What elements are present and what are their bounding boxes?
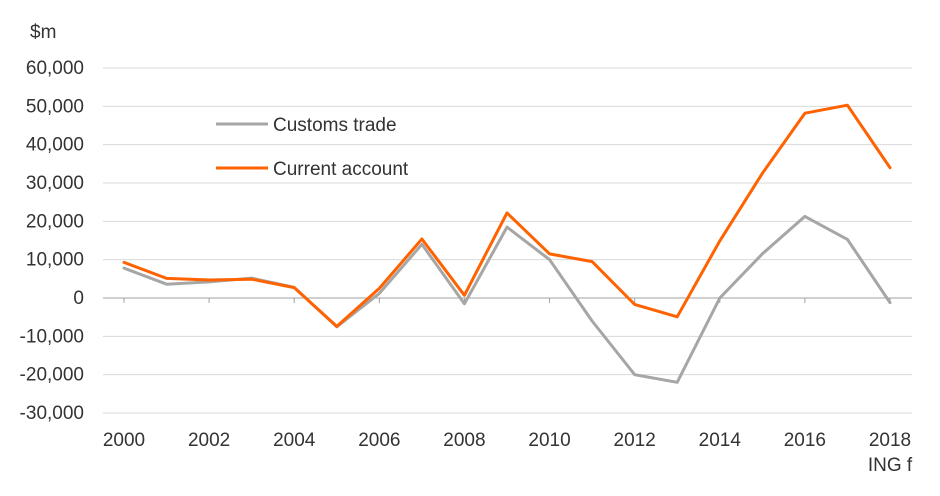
series-line-customs-trade: [122, 214, 892, 384]
x-tick-label: 2006: [358, 430, 400, 451]
y-tick-label: 60,000: [26, 58, 84, 79]
y-tick-label: -20,000: [20, 365, 84, 386]
x-tick-label: 2018: [869, 430, 911, 451]
x-tick-label: 2008: [443, 430, 485, 451]
x-tick-label: 2004: [273, 430, 316, 451]
x-tick-label: 2016: [784, 430, 826, 451]
legend: Customs trade Current account: [216, 115, 409, 180]
y-axis-label: $m: [30, 22, 56, 43]
x-tick-label: 2014: [699, 430, 742, 451]
gridlines: [103, 67, 912, 414]
legend-label: Current account: [273, 159, 409, 180]
x-tick-label: 2002: [188, 430, 230, 451]
y-tick-label: -10,000: [20, 326, 84, 347]
y-tick-label: -30,000: [20, 403, 84, 424]
y-tick-label: 40,000: [26, 135, 84, 156]
legend-label: Customs trade: [273, 115, 397, 136]
series-lines: [122, 103, 892, 384]
x-tick-label: 2000: [103, 430, 145, 451]
y-tick-label: 20,000: [26, 211, 84, 232]
series-line-current-account: [122, 103, 892, 328]
y-tick-label: 10,000: [26, 250, 84, 271]
y-tick-label: 0: [73, 288, 84, 309]
y-tick-label: 50,000: [26, 96, 84, 117]
x-tick-label: 2010: [528, 430, 570, 451]
x-tick-sublabel: ING f: [868, 455, 913, 476]
y-tick-labels: 60,000 50,000 40,000 30,000 20,000 10,000 0 -10…: [20, 58, 84, 424]
x-tick-labels: 2000 2002 2004 2006 2008 2010 2012 2014 2016 2018…: [103, 298, 913, 476]
x-tick-label: 2012: [614, 430, 656, 451]
y-tick-label: 30,000: [26, 173, 84, 194]
